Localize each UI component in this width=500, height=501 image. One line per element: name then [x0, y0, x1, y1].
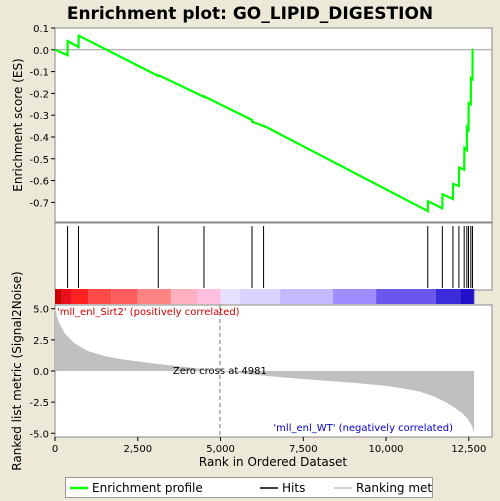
rank-color-segment	[473, 289, 475, 304]
rank-color-segment	[197, 289, 221, 304]
rank-color-segment	[220, 289, 241, 304]
rank-color-segment	[71, 289, 89, 304]
es-y-axis-label: Enrichment score (ES)	[11, 58, 25, 191]
x-tick-label: 0	[52, 444, 58, 455]
rank-color-segment	[170, 289, 198, 304]
x-tick-label: 2,500	[123, 444, 152, 455]
rank-color-segment	[333, 289, 377, 304]
rank-color-segment	[88, 289, 112, 304]
rank-y-tick-label: -5.0	[29, 429, 49, 440]
es-y-tick-label: 0.0	[33, 46, 49, 57]
x-tick-label: 12,500	[451, 444, 486, 455]
rank-color-segment	[61, 289, 72, 304]
legend-label: Ranking metric scores	[356, 481, 432, 495]
legend-items: Enrichment profile Hits Ranking metric sco…	[70, 481, 489, 495]
rank-color-segment	[280, 289, 334, 304]
es-y-tick-label: -0.7	[29, 198, 49, 209]
x-tick-label: 5,000	[206, 444, 235, 455]
rank-y-tick-label: 5.0	[33, 305, 49, 316]
legend: Enrichment profile Hits Ranking metric sco…	[65, 477, 489, 498]
hits-panel-frame	[54, 222, 493, 291]
rank-color-segment	[376, 289, 436, 304]
legend-label: Hits	[282, 481, 305, 495]
es-y-tick-label: -0.3	[29, 111, 49, 122]
rank-color-segment	[55, 289, 62, 304]
rank-color-segment	[460, 289, 474, 304]
es-y-tick-label: -0.2	[29, 89, 49, 100]
rank-y-tick-label: 2.5	[33, 336, 49, 347]
enrichment-profile-line	[54, 33, 474, 213]
x-axis-label: Rank in Ordered Dataset	[199, 455, 347, 469]
rank-color-segment	[137, 289, 171, 304]
hit-marks	[67, 226, 473, 288]
es-y-tick-label: -0.1	[29, 68, 49, 79]
es-y-tick-label: 0.1	[33, 24, 49, 35]
rank-color-segment	[111, 289, 138, 304]
rank-color-bar	[55, 289, 475, 304]
es-y-tick-label: -0.5	[29, 155, 49, 166]
x-tick-label: 10,000	[369, 444, 404, 455]
x-axis: 0 2,500 5,000 7,500 10,000 12,500	[52, 437, 486, 455]
ranking-metric-area	[55, 308, 475, 434]
es-y-tick-label: -0.6	[29, 177, 49, 188]
negative-correlation-label: 'mll_enl_WT' (negatively correlated)	[273, 423, 453, 434]
rank-color-segment	[435, 289, 461, 304]
rank-y-axis: 5.0 2.5 0.0 -2.5 -5.0	[29, 305, 55, 440]
rank-y-tick-label: 0.0	[33, 367, 49, 378]
chart-title: Enrichment plot: GO_LIPID_DIGESTION	[67, 4, 433, 24]
positive-correlation-label: 'mll_enl_Sirt2' (positively correlated)	[57, 307, 240, 318]
legend-label: Enrichment profile	[92, 481, 203, 495]
zero-cross-label: Zero cross at 4981	[173, 366, 267, 377]
rank-y-tick-label: -2.5	[29, 398, 49, 409]
rank-y-axis-label: Ranked list metric (Signal2Noise)	[10, 271, 24, 470]
rank-color-segment	[240, 289, 281, 304]
es-y-tick-label: -0.4	[29, 133, 49, 144]
x-tick-label: 7,500	[289, 444, 318, 455]
es-y-axis: 0.1 0.0 -0.1 -0.2 -0.3 -0.4 -0.5 -0.6 -0.7	[29, 24, 55, 209]
